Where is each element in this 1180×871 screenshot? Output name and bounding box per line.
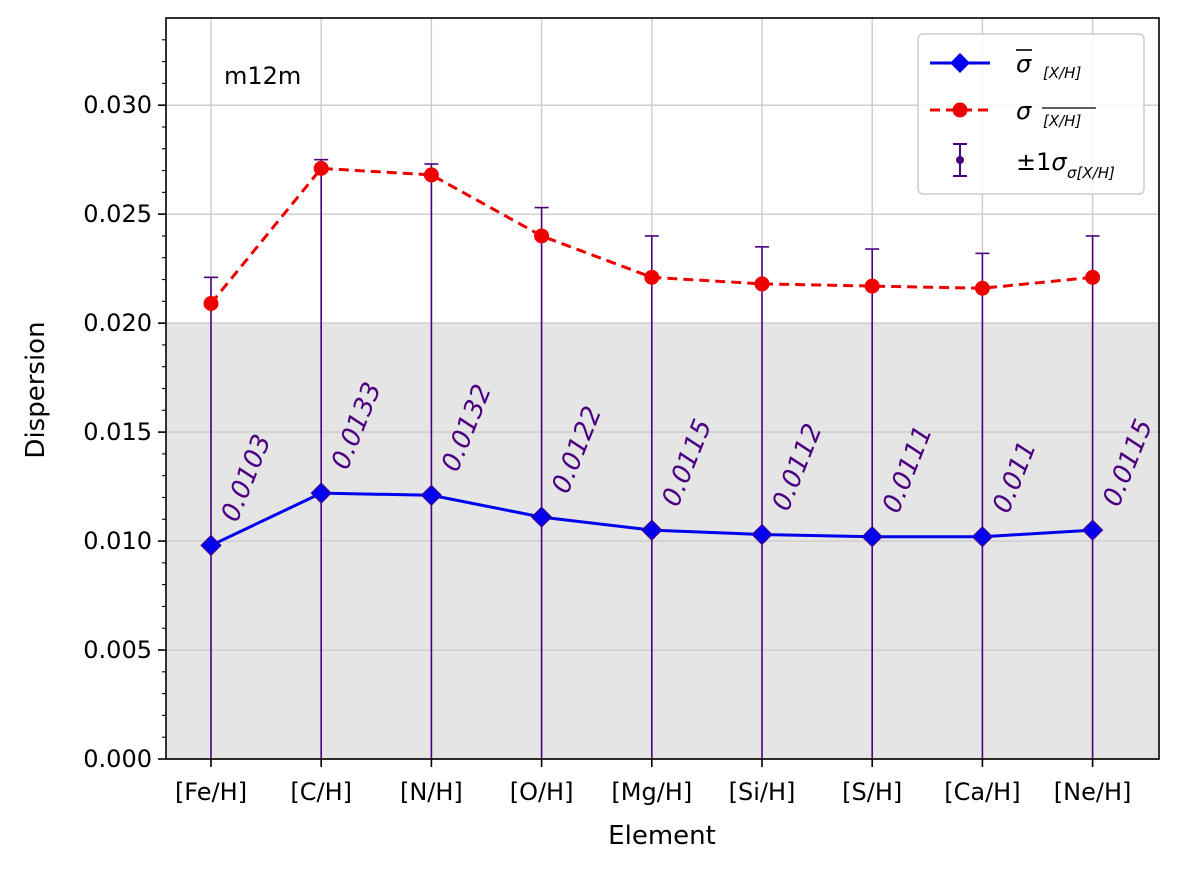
svg-text:[X/H]: [X/H] [1043, 64, 1081, 82]
series [200, 160, 1104, 557]
series-point-0 [971, 525, 994, 548]
legend-label-sigma-bar: σ [X/H] [1016, 49, 1081, 82]
series-point-0 [861, 525, 883, 548]
x-tick-label: [Mg/H] [611, 778, 692, 806]
y-tick-label: 0.020 [83, 309, 152, 337]
series-point-1 [1085, 269, 1101, 285]
legend-label-errorbar: ±1σ σ[X/H] [1016, 148, 1115, 182]
y-tick-label: 0.010 [83, 527, 152, 555]
x-tick-label: [Ca/H] [944, 778, 1020, 806]
svg-text:[X/H]: [X/H] [1043, 112, 1081, 130]
legend-errorbar-dot [956, 156, 964, 164]
series-point-1 [203, 296, 219, 312]
series-point-1 [864, 278, 880, 294]
plot-annotation: m12m [224, 62, 301, 90]
y-axis-title: Dispersion [21, 321, 51, 458]
series-point-0 [641, 519, 663, 541]
x-tick-label: [Fe/H] [175, 778, 247, 806]
legend: σ [X/H] σ [X/H] ±1σ σ[X/H] [917, 33, 1145, 195]
series-point-1 [423, 167, 439, 183]
series-point-1 [313, 160, 329, 176]
x-tick-label: [Ne/H] [1054, 778, 1132, 806]
series-point-0 [530, 506, 553, 528]
series-point-1 [974, 280, 990, 296]
legend-diamond-icon [950, 53, 970, 73]
series-point-0 [420, 484, 443, 506]
series-point-1 [644, 269, 660, 285]
y-tick-label: 0.025 [83, 200, 152, 228]
series-point-0 [310, 482, 332, 504]
svg-text:σ: σ [1016, 97, 1032, 125]
x-tick-label: [Si/H] [729, 778, 796, 806]
x-tick-label: [N/H] [400, 778, 463, 806]
x-tick-label: [C/H] [290, 778, 352, 806]
y-tick-label: 0.030 [83, 91, 152, 119]
y-tick-label: 0.000 [83, 745, 152, 773]
legend-box [917, 33, 1145, 195]
axis-ticks: 0.000 0.005 0.010 0.015 0.020 0.025 0.030 [Fe/H… [83, 39, 1132, 806]
y-tick-label: 0.005 [83, 636, 152, 664]
svg-text:σ[X/H]: σ[X/H] [1067, 164, 1115, 182]
x-tick-label: [S/H] [842, 778, 902, 806]
y-tick-label: 0.015 [83, 418, 152, 446]
series-point-1 [534, 228, 550, 244]
series-point-0 [751, 523, 773, 546]
errorbars [204, 158, 1100, 759]
series-point-0 [1081, 519, 1104, 541]
svg-text:±1σ: ±1σ [1016, 148, 1067, 176]
svg-text:σ: σ [1016, 50, 1032, 78]
x-tick-label: [O/H] [510, 778, 574, 806]
series-point-1 [754, 276, 770, 292]
x-axis-title: Element [608, 821, 716, 851]
legend-circle-icon [952, 102, 968, 118]
series-point-0 [200, 534, 222, 557]
legend-label-sigma: σ [X/H] [1016, 97, 1096, 130]
